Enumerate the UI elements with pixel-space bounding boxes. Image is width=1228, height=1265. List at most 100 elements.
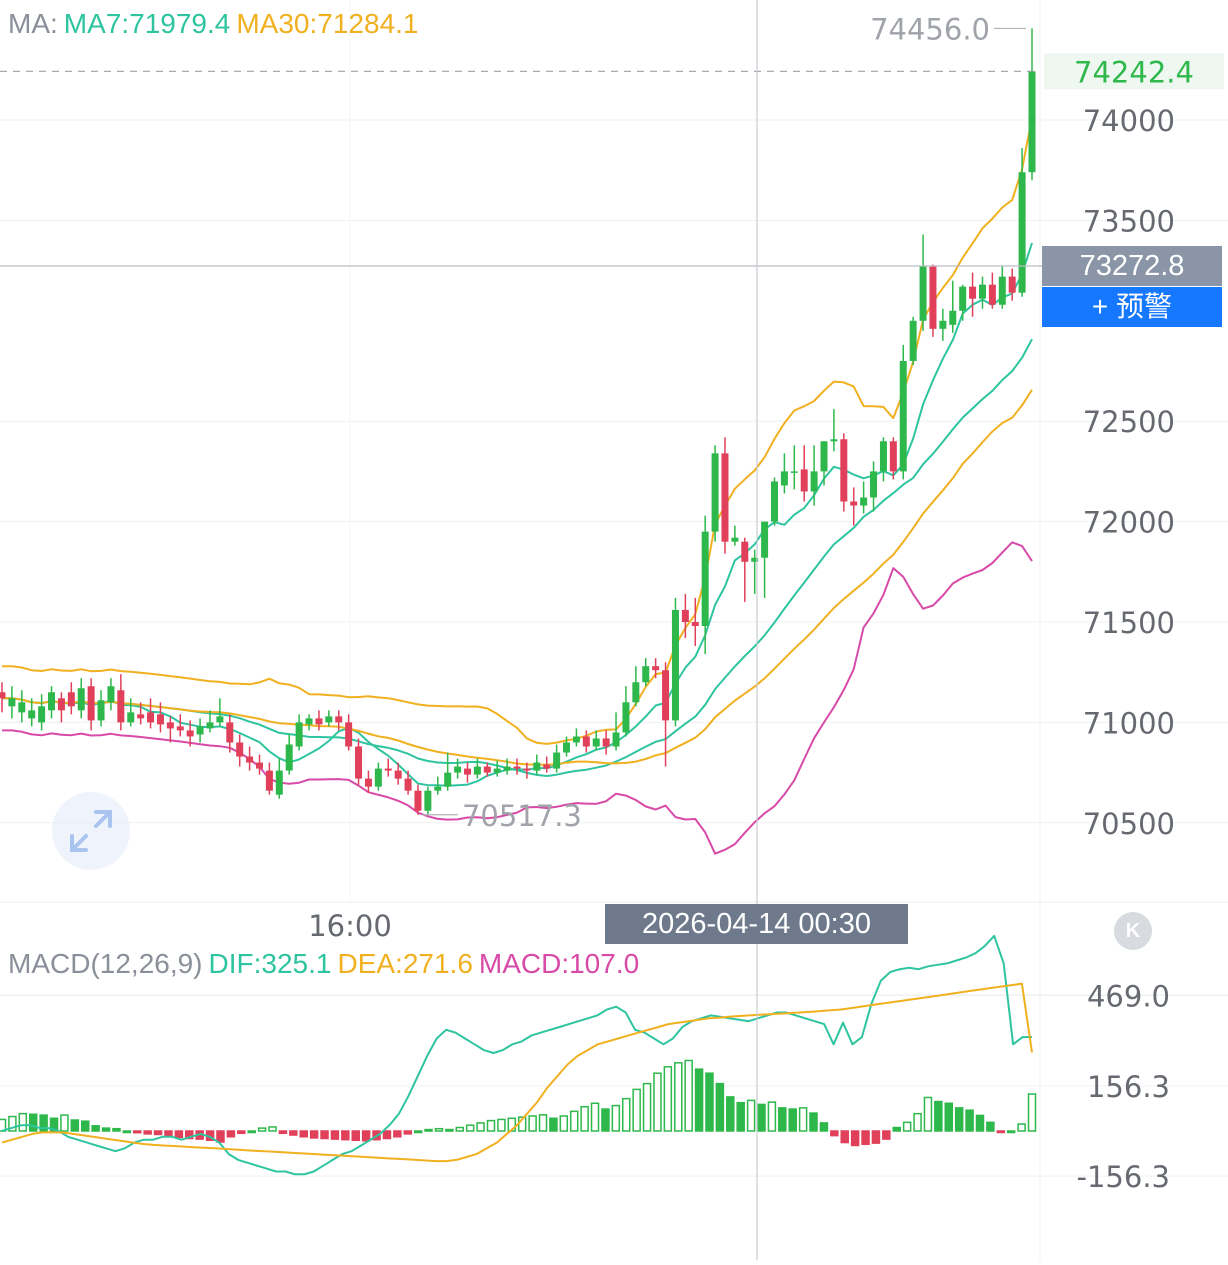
- candle-body: [949, 310, 957, 325]
- macd-histogram-bar: [1027, 1093, 1037, 1132]
- candle-body: [988, 284, 996, 305]
- macd-histogram-bar: [621, 1097, 631, 1132]
- candle-body: [850, 501, 858, 506]
- macd-histogram-bar: [715, 1082, 725, 1132]
- candle-body: [810, 471, 818, 492]
- candle: [761, 521, 769, 598]
- candle-body: [384, 768, 392, 771]
- macd-histogram-bar: [91, 1125, 100, 1132]
- candle-body: [236, 742, 244, 757]
- candle: [632, 666, 640, 707]
- candle: [1008, 268, 1016, 301]
- candle-body: [48, 692, 56, 711]
- candle: [592, 730, 600, 751]
- candle-body: [711, 453, 719, 532]
- candle: [1028, 28, 1036, 181]
- add-alert-button[interactable]: + 预警: [1042, 287, 1222, 327]
- candle: [988, 272, 996, 309]
- boll-upper-line: [2, 117, 1033, 745]
- candle: [860, 481, 868, 514]
- macd-histogram-bar: [788, 1108, 797, 1132]
- y-tick-label: 72000: [1083, 506, 1175, 540]
- macd-histogram-bar: [133, 1130, 142, 1134]
- candle-body: [731, 537, 739, 542]
- candle: [978, 276, 986, 309]
- macd-histogram-bar: [882, 1130, 891, 1140]
- macd-histogram-bar: [674, 1062, 683, 1132]
- candle: [959, 284, 967, 321]
- candle: [1018, 148, 1026, 297]
- macd-histogram-bar: [538, 1114, 548, 1132]
- candle: [176, 714, 184, 737]
- candle-body: [642, 666, 650, 683]
- candle-body: [751, 557, 759, 562]
- candle: [503, 758, 511, 775]
- macd-histogram-bar: [49, 1117, 59, 1132]
- candle-body: [998, 276, 1006, 305]
- macd-y-tick-label: 156.3: [1087, 1070, 1170, 1104]
- macd-histogram-bar: [268, 1126, 277, 1132]
- macd-histogram-bar: [309, 1130, 319, 1139]
- candle: [265, 762, 273, 795]
- macd-params: MACD(12,26,9): [8, 948, 203, 979]
- macd-histogram-bar: [840, 1130, 849, 1144]
- k-line-icon[interactable]: K: [1114, 912, 1152, 950]
- candle-body: [265, 770, 273, 791]
- candle: [662, 662, 670, 767]
- candle-body: [295, 722, 303, 747]
- boll-mid-line: [2, 338, 1033, 777]
- candle-body: [18, 702, 26, 713]
- boll-bands: [2, 117, 1033, 855]
- candle-body: [889, 441, 897, 472]
- candle: [899, 344, 907, 480]
- candle: [771, 477, 778, 526]
- macd-histogram-bar: [632, 1088, 641, 1132]
- candle: [870, 461, 878, 512]
- candle-body: [67, 692, 75, 707]
- macd-histogram-bar: [954, 1107, 964, 1132]
- candle: [642, 658, 650, 687]
- macd-histogram-bar: [8, 1115, 17, 1132]
- candle: [107, 678, 115, 711]
- candle: [949, 280, 957, 333]
- ma30-legend: MA30:71284.1: [236, 8, 419, 39]
- y-tick-label: 72500: [1083, 405, 1175, 439]
- macd-histogram-bar: [320, 1130, 329, 1140]
- macd-histogram-bar: [975, 1114, 985, 1132]
- macd-histogram-bar: [247, 1130, 256, 1134]
- macd-histogram-bar: [455, 1126, 465, 1132]
- candle: [166, 716, 174, 743]
- macd-histogram-bar: [497, 1118, 506, 1132]
- crosshair-price-label: 73272.8: [1042, 246, 1222, 286]
- candle: [117, 674, 125, 731]
- candle: [582, 730, 590, 753]
- candle-body: [87, 686, 95, 721]
- candle-body: [870, 471, 878, 498]
- candle: [127, 698, 135, 727]
- candle-body: [404, 778, 412, 791]
- candle-body: [671, 609, 679, 721]
- candle-body: [761, 521, 769, 558]
- boll-lower-line: [2, 541, 1033, 855]
- candle: [186, 720, 194, 747]
- macd-histogram-bar: [143, 1130, 152, 1135]
- macd-histogram-bar: [299, 1130, 308, 1138]
- candle-body: [741, 541, 749, 562]
- macd-histogram-bar: [705, 1072, 714, 1132]
- macd-histogram-bar: [434, 1127, 444, 1132]
- macd-histogram-bar: [70, 1119, 80, 1132]
- candle: [424, 786, 432, 815]
- macd-histogram-bar: [726, 1096, 735, 1132]
- macd-y-tick-label: -156.3: [1077, 1160, 1171, 1194]
- candle-body: [572, 736, 580, 743]
- candle-body: [305, 718, 313, 725]
- candle: [830, 409, 838, 452]
- expand-icon[interactable]: [52, 792, 130, 870]
- macd-histogram-bar: [257, 1127, 267, 1132]
- macd-histogram-bar: [736, 1101, 745, 1132]
- candle-body: [800, 469, 808, 492]
- candle-body: [909, 320, 917, 361]
- candle-body: [1008, 276, 1016, 293]
